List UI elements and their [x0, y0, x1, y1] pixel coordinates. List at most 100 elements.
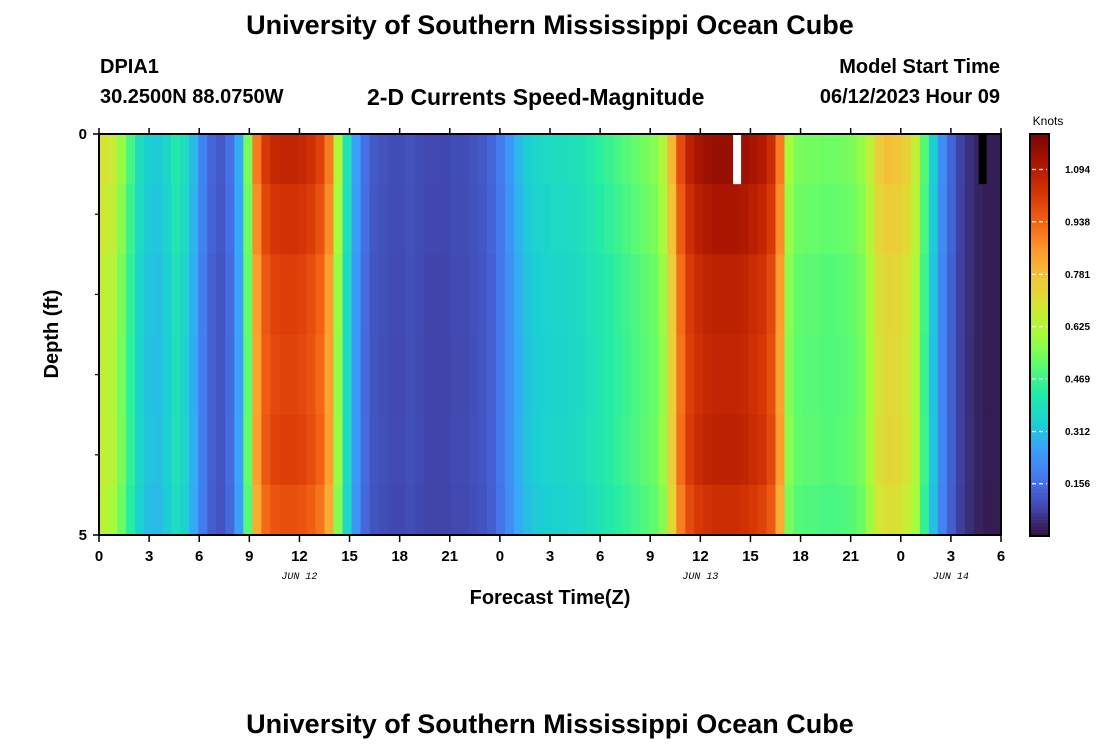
heatmap-cell: [324, 484, 335, 536]
heatmap-cell: [973, 184, 984, 255]
heatmap-cell: [703, 334, 713, 416]
colorbar-segment: [1030, 351, 1049, 356]
heatmap-cell: [171, 134, 181, 185]
heatmap-cell: [622, 334, 632, 416]
heatmap-cell: [721, 414, 731, 486]
colorbar-segment: [1030, 314, 1049, 319]
heatmap-cell: [108, 484, 118, 536]
colorbar-segment: [1030, 328, 1049, 333]
colorbar-segment: [1030, 331, 1049, 336]
heatmap-cell: [207, 184, 217, 255]
heatmap-cell: [910, 254, 921, 336]
heatmap-cell: [730, 484, 741, 536]
heatmap-cell: [721, 134, 731, 185]
colorbar-segment: [1030, 368, 1049, 373]
heatmap-cell: [117, 184, 127, 255]
heatmap-cell: [550, 334, 560, 416]
heatmap-cell: [432, 134, 443, 185]
heatmap-cell: [486, 334, 497, 416]
heatmap-cell: [297, 484, 308, 536]
heatmap-cell: [360, 134, 371, 185]
heatmap-cell: [342, 414, 353, 486]
colorbar-segment: [1030, 345, 1049, 349]
heatmap-cell: [784, 254, 795, 336]
x-tick-label: 3: [145, 548, 153, 565]
colorbar-segment: [1030, 375, 1049, 380]
colorbar-segment: [1030, 532, 1049, 537]
heatmap-cell: [928, 134, 939, 185]
heatmap-cell: [513, 254, 524, 336]
heatmap-cell: [793, 414, 804, 486]
heatmap-cell: [153, 484, 163, 536]
x-tick-label: 21: [842, 548, 859, 565]
colorbar-segment: [1030, 144, 1049, 148]
heatmap-cell: [279, 134, 290, 185]
heatmap-cell: [730, 414, 741, 486]
heatmap-cell: [513, 484, 524, 536]
heatmap-cell: [658, 414, 668, 486]
heatmap-cell: [189, 484, 199, 536]
colorbar-segment: [1030, 211, 1049, 215]
chart-title: 2-D Currents Speed-Magnitude: [367, 84, 705, 110]
heatmap-cell: [243, 254, 253, 336]
heatmap-cell: [820, 414, 831, 486]
heatmap-cell: [333, 254, 344, 336]
heatmap-cell: [288, 334, 299, 416]
heatmap-cell: [225, 254, 235, 336]
heatmap-cell: [901, 334, 912, 416]
heatmap-cell: [180, 254, 190, 336]
heatmap-cell: [604, 134, 614, 185]
heatmap-cell: [135, 184, 145, 255]
heatmap-cell: [568, 134, 578, 185]
heatmap-cell: [315, 484, 326, 536]
heatmap-cell: [306, 184, 317, 255]
heatmap-cell: [234, 254, 244, 336]
model-start-label: Model Start Time: [839, 56, 1000, 78]
heatmap-cell: [486, 414, 497, 486]
heatmap-cell: [342, 184, 353, 255]
heatmap-cell: [649, 484, 659, 536]
heatmap-cell: [748, 184, 759, 255]
heatmap-cell: [838, 254, 849, 336]
heatmap-cell: [405, 414, 416, 486]
colorbar-segment: [1030, 418, 1049, 423]
station-coordinates: 30.2500N 88.0750W: [100, 86, 284, 108]
heatmap-cell: [559, 484, 569, 536]
heatmap-cell: [171, 484, 181, 536]
heatmap-cell: [522, 484, 533, 536]
heatmap-cell: [910, 414, 921, 486]
heatmap-cell: [676, 484, 686, 536]
heatmap-cell: [604, 414, 614, 486]
heatmap-cell: [811, 414, 822, 486]
heatmap-cell: [685, 484, 695, 536]
heatmap-cell: [856, 414, 867, 486]
colorbar-segment: [1030, 408, 1049, 413]
heatmap-cell: [369, 334, 380, 416]
heatmap-cell: [288, 484, 299, 536]
heatmap-cell: [486, 484, 497, 536]
heatmap-cell: [540, 254, 551, 336]
heatmap-cell: [559, 414, 569, 486]
heatmap-cell: [613, 254, 623, 336]
heatmap-cell: [135, 334, 145, 416]
heatmap-cell: [504, 184, 515, 255]
x-tick-label: 15: [742, 548, 759, 565]
colorbar-segment: [1030, 489, 1049, 494]
heatmap-cell: [721, 484, 731, 536]
colorbar-segment: [1030, 224, 1049, 229]
heatmap-cell: [676, 134, 686, 185]
heatmap-cell: [297, 334, 308, 416]
heatmap-cell: [477, 254, 488, 336]
colorbar-frame: [1029, 133, 1050, 537]
colorbar-tick-label: 0.156: [1065, 479, 1090, 490]
heatmap-cell: [513, 134, 524, 185]
heatmap-cell: [225, 134, 235, 185]
missing-data-cell: [733, 134, 742, 185]
heatmap-cell: [640, 184, 650, 255]
heatmap-cell: [982, 184, 993, 255]
heatmap-cell: [144, 134, 154, 185]
colorbar-segment: [1030, 257, 1049, 262]
colorbar-segment: [1030, 268, 1049, 272]
colorbar-segment: [1030, 274, 1049, 279]
heatmap-cell: [243, 334, 253, 416]
